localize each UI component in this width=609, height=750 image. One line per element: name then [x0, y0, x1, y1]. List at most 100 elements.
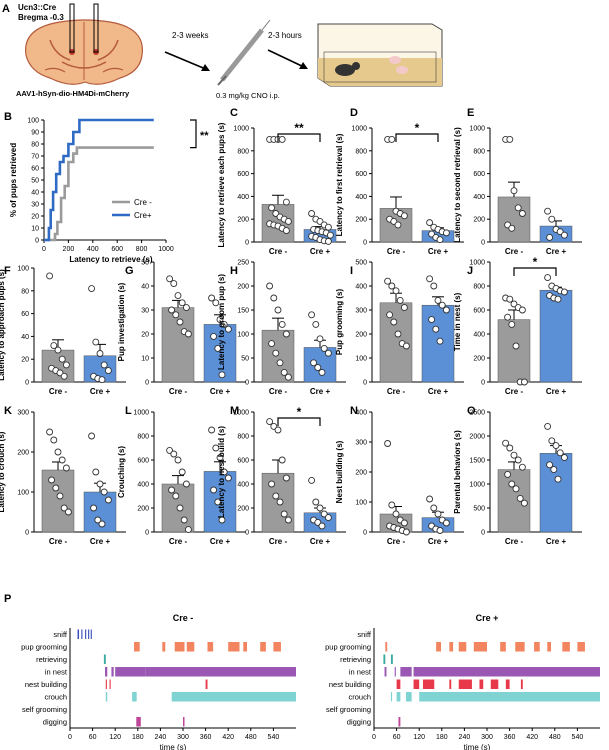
- category-label: Cre +: [546, 387, 567, 396]
- data-point: [390, 318, 398, 326]
- panel-letter: L: [125, 405, 132, 417]
- event-bar: [228, 642, 240, 652]
- y-tick-label: 200: [355, 470, 367, 477]
- panel-h: H 0 50 100 150 200 250 Latency to groom pup (s)…: [217, 260, 346, 396]
- event-bar: [413, 667, 600, 677]
- data-point: [168, 486, 176, 494]
- x-tick-label: 420: [222, 734, 234, 741]
- event-bar: [547, 642, 552, 652]
- y-axis-label: Pup investigation (s): [117, 282, 126, 361]
- event-bar: [394, 667, 396, 677]
- y-tick-label: 1500: [469, 458, 485, 465]
- data-point: [96, 350, 104, 357]
- y-tick-label: 1000: [233, 410, 249, 417]
- data-point: [544, 207, 552, 215]
- category-label: Cre +: [546, 537, 567, 546]
- syringe-icon: [217, 19, 271, 86]
- y-tick-label: 150: [237, 308, 249, 315]
- event-bar: [422, 679, 435, 689]
- data-point: [170, 450, 178, 458]
- event-bar: [479, 679, 484, 689]
- event-bar: [449, 642, 454, 652]
- data-point: [436, 236, 444, 244]
- y-axis-label: Latency to retrieve each pups (s): [217, 122, 226, 247]
- x-tick-label: 180: [132, 734, 144, 741]
- y-tick-label: 40: [141, 284, 149, 291]
- y-tick-label: 30: [31, 202, 39, 209]
- data-point: [176, 504, 184, 512]
- event-bar: [105, 679, 107, 689]
- event-bar: [458, 642, 467, 652]
- data-point: [442, 229, 450, 237]
- sig-marker: *: [415, 121, 420, 135]
- data-point: [432, 325, 440, 333]
- panel-c: C 0 200 400 600 800 1000 Latency to retrieve ea…: [217, 107, 346, 256]
- behavior-label: sniff: [357, 630, 372, 639]
- data-point: [58, 456, 66, 464]
- event-bar: [449, 679, 452, 689]
- panel-letter: C: [230, 107, 238, 119]
- y-tick-label: 0: [245, 240, 249, 247]
- y-axis-label: Latency to second retrieval (s): [453, 127, 462, 243]
- event-bar: [419, 692, 600, 702]
- event-bar: [205, 679, 208, 689]
- data-point: [218, 371, 226, 379]
- data-point: [312, 320, 320, 328]
- data-point: [62, 361, 70, 369]
- data-point: [434, 296, 442, 304]
- series-line-cre-minus: [44, 146, 154, 242]
- x-tick-label: 1000: [158, 246, 174, 253]
- data-point: [182, 304, 190, 312]
- data-point: [284, 516, 292, 524]
- data-point: [550, 466, 558, 474]
- x-tick-label: 360: [504, 734, 516, 741]
- data-point: [272, 492, 280, 500]
- panel-o: O 0 500 1000 1500 2000 2500 Parental behaviors …: [453, 405, 582, 546]
- event-bar: [145, 667, 296, 677]
- y-tick-label: 200: [237, 284, 249, 291]
- event-bar: [577, 642, 585, 652]
- category-label: Cre -: [169, 537, 188, 546]
- ethogram-title: Cre +: [476, 613, 499, 623]
- y-tick-label: 800: [355, 148, 367, 155]
- data-point: [282, 330, 290, 338]
- y-tick-label: 10: [141, 356, 149, 363]
- x-tick-label: 300: [481, 734, 493, 741]
- data-point: [394, 221, 402, 229]
- data-point: [58, 355, 66, 363]
- data-point: [282, 227, 290, 235]
- x-tick-label: 60: [89, 734, 97, 741]
- x-tick-label: 600: [111, 246, 123, 253]
- data-point: [556, 449, 564, 457]
- y-tick-label: 200: [355, 217, 367, 224]
- category-label: Cre +: [310, 537, 331, 546]
- behavior-label: crouch: [348, 692, 371, 701]
- behavior-label: pup grooming: [325, 642, 371, 651]
- y-tick-label: 60: [31, 166, 39, 173]
- y-axis-label: Time in nest (s): [453, 292, 462, 351]
- data-point: [316, 504, 324, 512]
- data-point: [544, 422, 552, 430]
- x-tick-label: 0: [372, 734, 376, 741]
- y-tick-label: 40: [31, 190, 39, 197]
- data-point: [88, 432, 96, 440]
- category-label: Cre +: [546, 247, 567, 256]
- data-point: [46, 428, 54, 436]
- data-point: [426, 495, 434, 503]
- data-point: [510, 187, 518, 195]
- panel-letter: H: [230, 265, 238, 277]
- data-point: [274, 306, 282, 314]
- panel-m: M 0 200 400 600 800 1000 Latency to nest build …: [217, 405, 346, 546]
- event-bar: [534, 642, 540, 652]
- event-bar: [81, 629, 83, 639]
- behavior-label: crouch: [44, 692, 67, 701]
- event-bar: [396, 692, 401, 702]
- event-bar: [134, 642, 140, 652]
- data-point: [324, 349, 332, 357]
- data-point: [216, 454, 224, 462]
- y-tick-label: 0: [245, 530, 249, 537]
- data-point: [276, 359, 284, 367]
- category-label: Cre +: [310, 387, 331, 396]
- x-axis-label: Latency to retrieve (s): [69, 255, 152, 264]
- data-point: [508, 224, 516, 232]
